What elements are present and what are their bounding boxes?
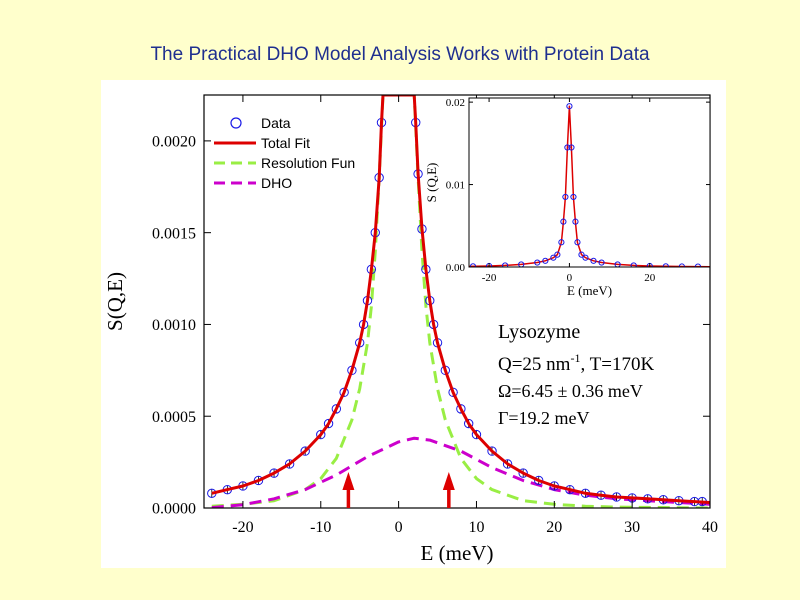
inset-x-axis-label: E (meV) <box>567 283 612 298</box>
main-series-data-point <box>463 418 474 429</box>
main-series-data-point <box>456 404 466 414</box>
legend-item: DHO <box>214 175 292 191</box>
inset-series-data-point <box>574 239 581 246</box>
main-series-total-fit-line <box>211 95 710 504</box>
inset-series-data-point <box>578 251 585 258</box>
main-series-resolution-fun-line <box>211 95 710 508</box>
main-y-axis-label: S(Q,E) <box>103 272 127 331</box>
slide-title: The Practical DHO Model Analysis Works w… <box>150 44 650 65</box>
inset-series-data-point <box>570 193 577 201</box>
energy-arrow-head <box>442 472 455 490</box>
legend-item: Resolution Fun <box>214 155 355 171</box>
legend-label: Data <box>261 115 291 131</box>
inset-xtick-label: 0 <box>567 272 573 284</box>
annotation-q: Q=25 nm-1, T=170K <box>498 351 654 375</box>
inset-series-data-point <box>566 103 573 110</box>
energy-arrow-head <box>342 472 355 490</box>
main-xtick-label: 30 <box>624 519 640 536</box>
legend: Data Total Fit Resolution Fun DHO <box>214 115 355 191</box>
inset-series-data-point <box>554 251 561 258</box>
inset-series-data-point <box>568 144 575 151</box>
inset-series-data-point <box>502 262 509 267</box>
legend-label: Total Fit <box>261 135 310 151</box>
inset-series-data-point <box>572 218 579 225</box>
inset-series-data-point <box>550 254 557 261</box>
main-plot-area <box>207 95 710 508</box>
main-xtick-label: -10 <box>310 519 331 536</box>
main-ytick-label: 0.0000 <box>152 501 196 518</box>
main-chart: -20 -10 0 10 20 30 400.00000.00050.00100.00150… <box>103 94 718 565</box>
plot-panel: -20 -10 0 10 20 30 40 0.0000 0.0005 0.0010 0.0015 0… <box>101 80 726 568</box>
annotation-q-sup: -1 <box>570 351 580 365</box>
inset-series-data-point <box>518 261 525 267</box>
main-ytick-label: 0.0020 <box>152 133 196 150</box>
inset-xtick-label: -20 <box>482 272 497 284</box>
legend-label: Resolution Fun <box>261 155 355 171</box>
main-xtick-label: 20 <box>546 519 562 536</box>
main-series-data-point <box>471 429 482 440</box>
inset-series-data-point <box>534 259 541 266</box>
annotation-q-suffix: , T=170K <box>580 354 654 375</box>
main-ytick-label: 0.0015 <box>152 225 196 242</box>
inset-series-data-point <box>564 144 571 151</box>
legend-label: DHO <box>261 175 292 191</box>
main-xtick-label: -20 <box>232 519 253 536</box>
main-xtick-label: 10 <box>468 519 484 536</box>
main-xtick-label: 0 <box>395 519 403 536</box>
legend-item: Total Fit <box>214 135 310 151</box>
inset-y-axis-label: S (Q,E) <box>424 163 439 203</box>
main-series-data-point <box>518 468 528 478</box>
main-series-data-point <box>269 468 279 478</box>
main-series-data-point <box>331 404 342 414</box>
inset-series-data-point <box>614 261 621 267</box>
main-series-data-point <box>316 429 326 440</box>
main-ytick-label: 0.0010 <box>152 317 196 334</box>
chart-svg: -20 -10 0 10 20 30 400.00000.00050.00100.00150… <box>103 94 718 565</box>
inset-series-data-point <box>560 218 567 225</box>
inset-series-data-point <box>630 262 637 267</box>
inset-ytick-label: 0.01 <box>446 179 465 191</box>
inset-series-data-point <box>469 263 477 267</box>
inset-series-data-point <box>598 259 605 266</box>
main-series-dho-line <box>211 436 710 508</box>
inset-series-data-point <box>558 239 565 246</box>
main-series-data-point <box>502 459 513 469</box>
main-series-data-point <box>284 459 295 469</box>
inset-plot-area <box>469 103 710 267</box>
main-series-data-point <box>300 446 310 456</box>
main-ytick-label: 0.0005 <box>152 409 196 426</box>
annotation-gamma: Γ=19.2 meV <box>498 408 590 428</box>
inset-series-data-points <box>469 103 702 267</box>
inset-xtick-label: 20 <box>644 272 656 284</box>
main-xtick-label: 40 <box>702 519 718 536</box>
main-x-axis-label: E (meV) <box>421 541 494 565</box>
inset-series-data-point <box>590 257 597 264</box>
inset-ytick-label: 0.00 <box>446 262 466 274</box>
annotation-omega: Ω=6.45 ± 0.36 meV <box>498 381 643 401</box>
inset-series-data-point <box>582 254 589 261</box>
main-series-data-point <box>487 446 497 456</box>
inset-series-data-point <box>662 263 669 267</box>
annotation-q-prefix: Q=25 nm <box>498 354 571 375</box>
inset-chart: -20 0 20 0.00 0.01 0.02 E (meV) S (Q,E) <box>424 97 711 298</box>
inset-frame <box>468 97 711 268</box>
main-series-data-point <box>323 418 334 429</box>
legend-item: Data <box>230 115 291 131</box>
inset-series-data-point <box>542 257 549 264</box>
inset-plot-bg <box>469 98 710 267</box>
annotation-sample: Lysozyme <box>498 321 580 343</box>
annotation-block: Lysozyme Q=25 nm-1, T=170K Ω=6.45 ± 0.36… <box>498 321 654 428</box>
energy-arrow <box>442 472 455 508</box>
inset-series-total-fit-line <box>469 105 710 267</box>
inset-series-data-point <box>562 193 569 201</box>
inset-ytick-label: 0.02 <box>446 97 465 109</box>
legend-marker-data <box>230 117 242 129</box>
energy-arrow <box>342 472 355 508</box>
main-frame <box>203 94 711 509</box>
